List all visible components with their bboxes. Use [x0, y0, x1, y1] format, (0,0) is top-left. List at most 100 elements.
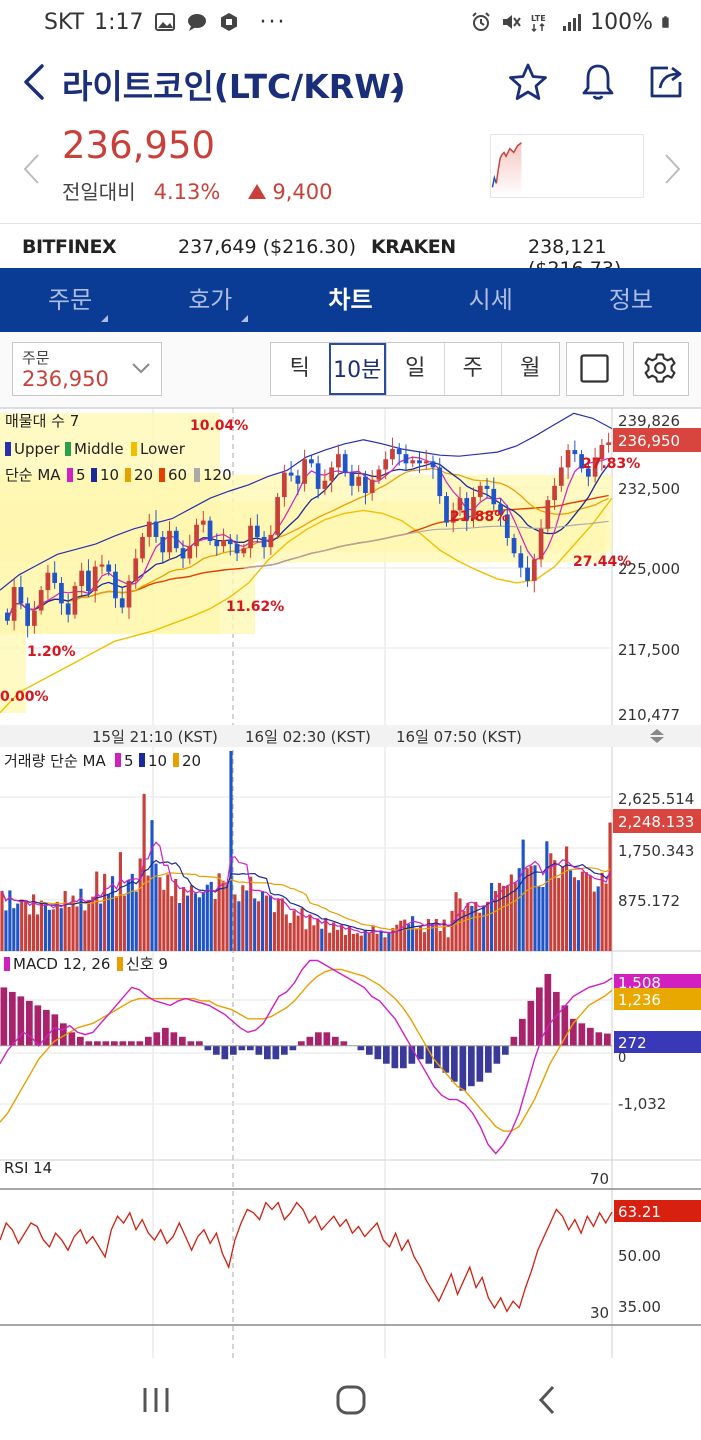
- period-tick-button[interactable]: 틱: [289, 356, 310, 381]
- volume-bar: [233, 894, 237, 951]
- volume-bar: [209, 881, 213, 951]
- mini-price-chart[interactable]: [490, 134, 644, 198]
- macd-histogram-bar: [136, 1041, 144, 1046]
- panel-resize-handle-icon[interactable]: [650, 729, 664, 743]
- macd-histogram-bar: [366, 1045, 373, 1055]
- home-icon[interactable]: [331, 1382, 371, 1418]
- macd-histogram-bar: [264, 1045, 271, 1060]
- candle-body: [214, 541, 220, 547]
- period-day-button[interactable]: 일: [386, 343, 444, 395]
- candle-body: [464, 498, 470, 520]
- next-coin-arrow-icon[interactable]: [660, 152, 684, 186]
- volume-bar: [470, 905, 474, 951]
- price-chart[interactable]: 10.04% 27.83% 21.88% 27.44% 11.62% 1.20% 0.00%…: [0, 408, 701, 1358]
- macd-histogram-bar: [578, 1023, 586, 1046]
- system-navigation-bar: [0, 1360, 701, 1440]
- macd-histogram-bar: [536, 987, 543, 1046]
- macd-histogram-bar: [332, 1036, 339, 1046]
- tab-label: 시세: [468, 286, 513, 314]
- cell-signal-icon: [563, 14, 582, 31]
- volume-bar: [83, 910, 87, 951]
- volume-bar: [438, 931, 442, 951]
- ma60-label: 60: [168, 466, 187, 484]
- bollinger-bands: [0, 412, 613, 714]
- order-price-select[interactable]: 주문 236,950: [12, 342, 162, 396]
- volume-bar: [339, 925, 344, 951]
- candle-body: [410, 460, 416, 464]
- exchange-prices: BITFINEX 237,649 ($216.30) KRAKEN 238,12…: [0, 224, 701, 280]
- period-week-button[interactable]: 주: [443, 343, 502, 395]
- candle-body: [342, 454, 348, 473]
- macd-histogram-bar: [417, 1045, 424, 1060]
- period-10min-button[interactable]: 10분: [328, 343, 386, 395]
- volume-bar: [347, 926, 352, 951]
- volume-tick: 1,750.343: [618, 842, 694, 860]
- vol-ma20-swatch: [173, 753, 179, 767]
- tab-order[interactable]: 주문: [0, 268, 140, 332]
- bollinger-lower-line: [0, 497, 613, 714]
- candle-body: [592, 459, 598, 477]
- mute-icon: [503, 15, 521, 29]
- candle-body: [261, 536, 267, 548]
- price-tick: 239,826: [618, 412, 680, 430]
- app-hexagon-icon: [220, 13, 237, 31]
- tab-info[interactable]: 정보: [561, 268, 701, 332]
- volume-bar: [517, 868, 521, 951]
- volume-bar: [541, 887, 545, 951]
- back-arrow-icon[interactable]: [14, 60, 54, 104]
- volume-bar: [43, 904, 47, 951]
- ma-label: 단순 MA: [5, 466, 61, 484]
- volume-bar: [276, 899, 280, 951]
- macd-legend-label: MACD 12, 26: [13, 955, 110, 973]
- favorite-star-icon[interactable]: [508, 62, 548, 102]
- candle-body: [227, 540, 233, 545]
- share-icon[interactable]: [646, 62, 686, 102]
- tab-orderbook[interactable]: 호가: [140, 268, 280, 332]
- tab-chart[interactable]: 차트: [280, 268, 420, 332]
- volume-bar: [505, 885, 509, 951]
- battery-icon: [662, 16, 669, 28]
- chart-settings-button[interactable]: [633, 342, 689, 396]
- candle-body: [173, 530, 179, 549]
- candle-body: [403, 454, 409, 464]
- candle-body: [315, 463, 321, 489]
- volume-legend-label: 거래량 단순 MA: [4, 752, 106, 770]
- more-notifications-icon: ···: [259, 9, 287, 35]
- macd-histogram-bar: [408, 1045, 416, 1064]
- change-amount: 9,400: [272, 180, 333, 204]
- volume-bar: [296, 915, 300, 951]
- volume-bar: [407, 924, 411, 951]
- order-label: 주문: [22, 349, 50, 367]
- tab-market-price[interactable]: 시세: [421, 268, 561, 332]
- volume-profile-percent: 10.04%: [190, 418, 248, 434]
- order-value: 236,950: [22, 367, 109, 391]
- macd-histogram-bar: [162, 1027, 169, 1046]
- notification-bell-icon[interactable]: [578, 62, 618, 102]
- candle-body: [376, 469, 382, 480]
- coin-title[interactable]: 라이트코인(LTC/KRW): [62, 67, 406, 106]
- recent-apps-icon[interactable]: [136, 1382, 176, 1418]
- system-back-icon[interactable]: [528, 1382, 568, 1418]
- volume-bar: [482, 905, 486, 951]
- macd-histogram-bar: [255, 1045, 263, 1055]
- volume-bar: [572, 877, 577, 951]
- volume-axis: 2,625.514 2,248.133 1,750.343 875.172: [613, 790, 701, 910]
- volume-bar: [355, 933, 359, 951]
- candle-body: [558, 467, 564, 486]
- rsi-tick: 50.00: [618, 1247, 661, 1265]
- candle-body: [254, 525, 260, 537]
- volume-bar: [28, 914, 32, 951]
- volume-bar: [130, 873, 134, 951]
- candle-body: [133, 558, 139, 581]
- ma120-swatch: [194, 468, 200, 482]
- volume-bar: [367, 933, 371, 951]
- prev-coin-arrow-icon[interactable]: [20, 152, 44, 186]
- macd-lines: [0, 959, 613, 1155]
- fullscreen-button[interactable]: [566, 342, 624, 396]
- volume-bar: [0, 891, 4, 951]
- volume-bar: [316, 918, 320, 951]
- chevron-down-icon: [132, 363, 150, 374]
- candle-body: [417, 460, 422, 464]
- title-dropdown-icon[interactable]: [388, 80, 402, 94]
- period-month-button[interactable]: 월: [501, 343, 559, 395]
